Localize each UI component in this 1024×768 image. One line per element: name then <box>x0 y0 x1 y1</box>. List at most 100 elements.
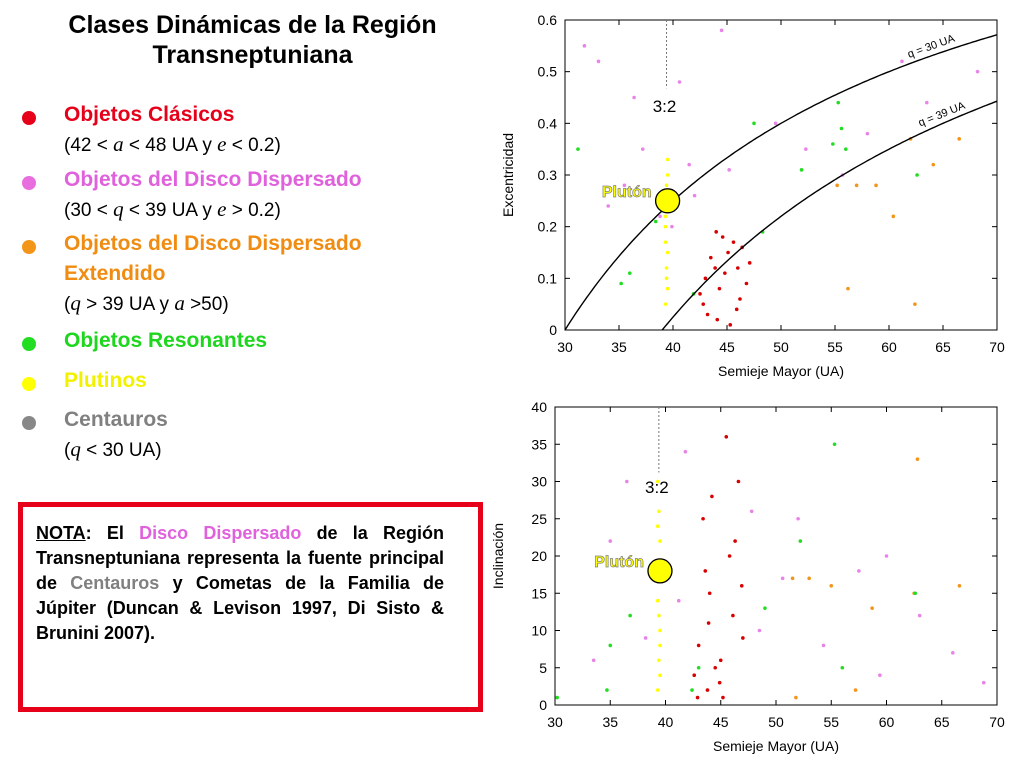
data-point <box>596 59 601 64</box>
x-tick-label: 35 <box>611 339 627 355</box>
data-point <box>807 576 811 581</box>
data-point <box>665 250 670 255</box>
legend-dot <box>22 337 36 351</box>
data-point <box>854 183 859 188</box>
data-point <box>723 271 727 275</box>
sub-text: ( <box>64 294 71 315</box>
sub-text: < 39 UA y <box>123 200 218 221</box>
data-point <box>655 479 660 484</box>
data-point <box>790 576 795 581</box>
data-point <box>665 157 670 162</box>
data-point <box>752 121 756 126</box>
data-point <box>658 214 662 219</box>
legend-label-plutinos: Plutinos <box>64 369 147 392</box>
data-point <box>714 230 718 234</box>
data-point <box>625 479 629 484</box>
data-point <box>658 539 662 543</box>
sub-text: ( <box>64 440 71 461</box>
x-tick-label: 35 <box>602 714 618 730</box>
note-highlight-disco: Disco Dispersado <box>139 523 302 543</box>
y-tick-label: 35 <box>531 436 547 452</box>
data-point <box>839 126 844 131</box>
data-point <box>975 69 980 74</box>
data-point <box>632 95 636 100</box>
data-point <box>798 539 803 543</box>
data-point <box>658 673 662 677</box>
note-part: y Cometas de la Familia de Júpiter (Dunc… <box>36 573 444 643</box>
note-part: El <box>91 523 140 543</box>
data-point <box>749 509 754 514</box>
legend-dot <box>22 176 36 190</box>
data-point <box>757 628 762 633</box>
data-point <box>794 695 798 700</box>
data-point <box>663 240 668 244</box>
legend-label-scattered: Objetos del Disco Dispersado <box>64 168 362 191</box>
data-point <box>665 286 670 291</box>
perihelion-curve <box>661 100 997 330</box>
y-tick-label: 25 <box>531 511 547 527</box>
legend-sub-centaurs: (q < 30 UA) <box>64 437 162 463</box>
x-tick-label: 60 <box>881 339 897 355</box>
sub-text: < 30 UA) <box>80 440 162 461</box>
data-point <box>663 214 668 219</box>
legend-label-extended-1: Objetos del Disco Dispersado <box>64 232 362 255</box>
y-tick-label: 30 <box>531 474 547 490</box>
data-point <box>891 214 896 219</box>
data-point <box>727 168 731 172</box>
data-point <box>913 591 918 596</box>
data-point <box>915 457 920 461</box>
x-tick-label: 65 <box>935 339 951 355</box>
legend-sub-scattered: (30 < q < 39 UA y e > 0.2) <box>64 197 281 223</box>
data-point <box>738 297 742 301</box>
data-point <box>726 250 730 255</box>
data-point <box>720 235 725 239</box>
data-point <box>733 539 737 543</box>
plot-area <box>565 20 997 330</box>
data-point <box>695 695 700 700</box>
sub-var: e <box>217 132 227 156</box>
data-point <box>605 688 609 692</box>
data-point <box>696 665 701 670</box>
data-point <box>724 435 729 439</box>
sub-text: >50) <box>184 294 229 315</box>
data-point <box>925 100 929 105</box>
legend-label-centaurs: Centauros <box>64 408 168 431</box>
sub-text: (30 < <box>64 200 114 221</box>
data-point <box>640 147 645 151</box>
sub-var: e <box>217 197 227 221</box>
data-point <box>981 680 986 685</box>
data-point <box>676 598 681 603</box>
eccentricity-chart: 30 35 40 45 50 55 60 65 70 0 0.1 0.2 0.3 0.4 0.5 0.6 Sem… <box>500 12 1005 379</box>
legend-dot <box>22 240 36 254</box>
y-tick-label: 0.5 <box>538 64 558 80</box>
data-point <box>664 183 669 188</box>
y-axis-label: Inclinación <box>490 523 506 589</box>
data-point <box>663 224 668 229</box>
sub-text: < 0.2) <box>226 135 281 156</box>
sub-text: > 0.2) <box>226 200 281 221</box>
y-tick-label: 10 <box>531 623 547 639</box>
legend-dot <box>22 377 36 391</box>
data-point <box>643 636 648 640</box>
data-point <box>703 569 708 573</box>
data-point <box>576 147 580 151</box>
x-tick-label: 45 <box>719 339 735 355</box>
data-point <box>727 554 732 558</box>
data-point <box>829 584 834 588</box>
data-point <box>731 613 735 618</box>
data-point <box>709 255 713 260</box>
data-point <box>555 695 560 700</box>
data-point <box>658 643 662 648</box>
data-point <box>796 516 800 521</box>
data-point <box>653 219 658 224</box>
plot-area <box>555 407 986 700</box>
data-point <box>657 658 661 663</box>
note-heading: NOTA <box>36 523 86 543</box>
data-point <box>870 606 874 610</box>
data-point <box>657 613 661 618</box>
data-point <box>736 266 740 270</box>
data-point <box>747 261 752 265</box>
y-tick-label: 0.1 <box>538 270 558 286</box>
x-tick-label: 40 <box>658 714 674 730</box>
data-point <box>670 224 674 229</box>
